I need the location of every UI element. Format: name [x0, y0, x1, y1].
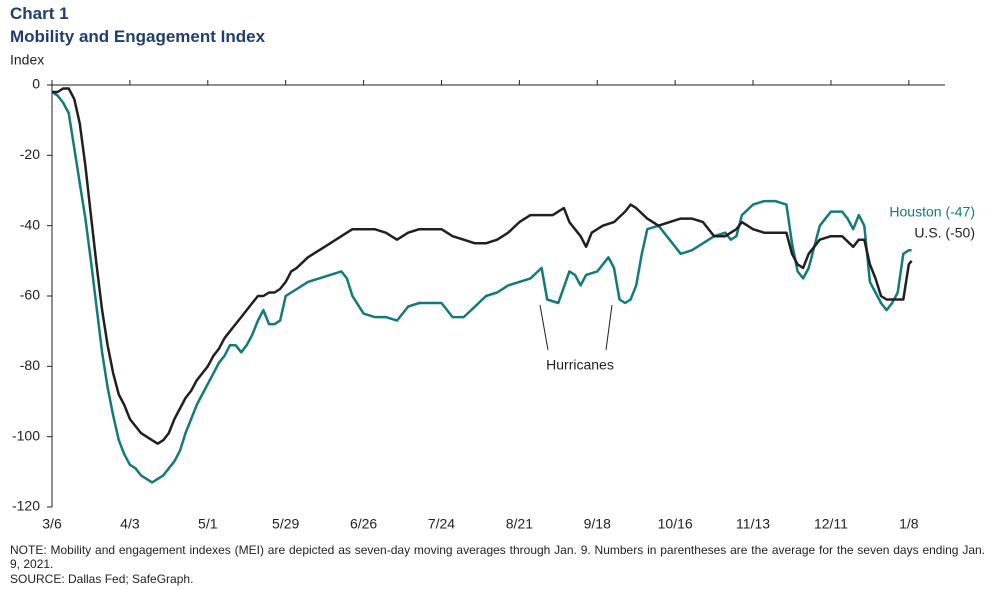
line-series [51, 90, 912, 484]
y-tick-label: -120 [12, 498, 40, 514]
y-tick-label: 0 [32, 76, 40, 92]
annotation: Hurricanes [546, 357, 614, 373]
x-tick-label: 5/1 [198, 516, 218, 532]
series-label: U.S. (-50) [914, 225, 975, 241]
x-tick-label: 7/24 [428, 516, 455, 532]
chart-subtitle: Mobility and Engagement Index [10, 27, 266, 46]
y-tick-label: -60 [20, 287, 40, 303]
x-tick-label: 8/21 [506, 516, 533, 532]
note: NOTE: Mobility and engagement indexes (M… [10, 543, 985, 571]
x-tick-label: 6/26 [350, 516, 377, 532]
series-label: Houston (-47) [889, 204, 975, 220]
x-tick-label: 10/16 [658, 516, 693, 532]
chart-title: Chart 1 [10, 4, 69, 23]
source: SOURCE: Dallas Fed; SafeGraph. [10, 572, 194, 586]
x-tick-label: 1/8 [899, 516, 919, 532]
x-tick-label: 9/18 [584, 516, 611, 532]
x-tick-label: 11/13 [736, 516, 770, 532]
y-axis-label: Index [10, 52, 44, 68]
y-tick-label: -40 [20, 216, 40, 232]
annotation-line [539, 304, 549, 351]
annotation-line [605, 304, 613, 351]
y-tick-label: -20 [20, 146, 40, 162]
chart: Index Hurricanes 0 -20 -40 -60 -80 -100 -1203/… [10, 52, 975, 532]
x-tick-label: 4/3 [120, 516, 140, 532]
x-tick-label: 5/29 [272, 516, 299, 532]
y-tick-label: -100 [12, 427, 40, 443]
line-series [52, 87, 913, 445]
x-tick-label: 12/11 [814, 516, 848, 532]
x-tick-label: 3/6 [42, 516, 62, 532]
y-tick-label: -80 [20, 357, 40, 373]
